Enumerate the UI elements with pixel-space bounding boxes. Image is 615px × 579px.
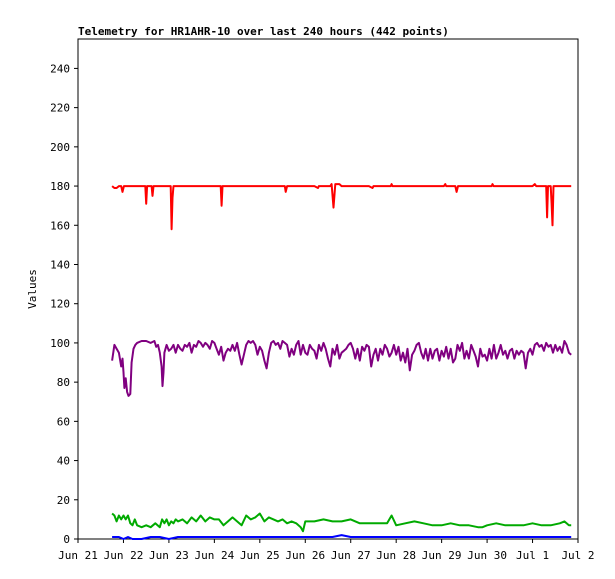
y-tick-label: 240 xyxy=(50,62,70,75)
x-tick-label: Jun 22 xyxy=(104,549,144,562)
x-tick-label: Jun 25 xyxy=(240,549,280,562)
x-tick-label: Jun 29 xyxy=(422,549,462,562)
y-tick-label: 40 xyxy=(57,455,70,468)
x-tick-label: Jun 24 xyxy=(194,549,234,562)
series-line-2 xyxy=(111,512,572,533)
y-tick-label: 180 xyxy=(50,180,70,193)
series-line-1 xyxy=(111,340,572,397)
y-tick-label: 100 xyxy=(50,337,70,350)
series-line-3 xyxy=(112,534,572,540)
y-tick-label: 0 xyxy=(63,533,70,546)
y-tick-label: 200 xyxy=(50,141,70,154)
x-tick-label: Jul 2 xyxy=(561,549,594,562)
y-tick-label: 220 xyxy=(50,102,70,115)
x-tick-label: Jun 21 xyxy=(58,549,98,562)
x-tick-label: Jun 28 xyxy=(376,549,416,562)
y-tick-label: 60 xyxy=(57,415,70,428)
y-axis-label: Values xyxy=(26,269,39,309)
y-tick-label: 20 xyxy=(57,494,70,507)
plot-area xyxy=(77,38,579,540)
x-tick-label: Jun 30 xyxy=(467,549,507,562)
series-group xyxy=(111,183,572,540)
y-tick-label: 120 xyxy=(50,298,70,311)
x-tick-label: Jul 1 xyxy=(516,549,549,562)
y-tick-label: 160 xyxy=(50,219,70,232)
x-tick-label: Jun 23 xyxy=(149,549,189,562)
chart-title: Telemetry for HR1AHR-10 over last 240 ho… xyxy=(78,25,449,38)
x-axis: Jun 21 Jun 22 Jun 23 Jun 24 Jun 25 Jun 26 Jun … xyxy=(58,539,595,562)
x-tick-label: Jun 27 xyxy=(331,549,371,562)
y-tick-label: 140 xyxy=(50,258,70,271)
x-tick-label: Jun 26 xyxy=(285,549,325,562)
y-tick-label: 80 xyxy=(57,376,70,389)
series-line-0 xyxy=(111,183,572,231)
y-axis: 0 20 40 60 80 100 120 140 160 180 200 220 240 xyxy=(50,62,78,546)
